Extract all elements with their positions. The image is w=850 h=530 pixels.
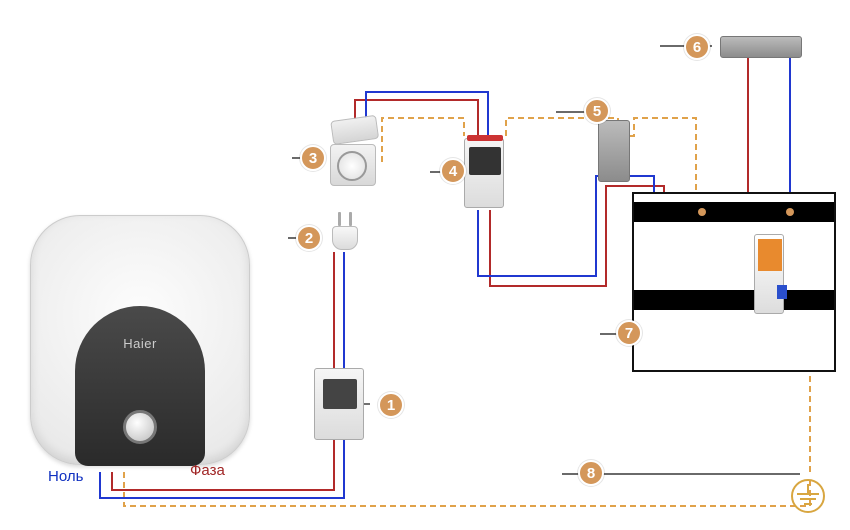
callout-marker-8: 8 (578, 460, 604, 486)
power-plug (330, 212, 360, 250)
label-null: Ноль (48, 468, 83, 485)
wall-socket (330, 128, 376, 186)
callout-marker-4: 4 (440, 158, 466, 184)
rcd-breaker (314, 368, 364, 440)
callout-marker-1: 1 (378, 392, 404, 418)
callout-marker-5: 5 (584, 98, 610, 124)
distribution-panel (632, 192, 836, 372)
callout-marker-7: 7 (616, 320, 642, 346)
callout-marker-2: 2 (296, 225, 322, 251)
callout-marker-3: 3 (300, 145, 326, 171)
label-phase: Фаза (190, 462, 225, 479)
panel-main-breaker (754, 234, 784, 314)
heater-front-panel: Haier (75, 306, 205, 466)
water-heater: Haier (30, 215, 250, 465)
junction-box-small (598, 120, 630, 182)
heater-dial (123, 410, 157, 444)
ground-symbol (790, 478, 826, 514)
circuit-breaker (464, 138, 504, 208)
callout-marker-6: 6 (684, 34, 710, 60)
junction-box-top (720, 36, 802, 58)
heater-brand-label: Haier (123, 336, 157, 351)
